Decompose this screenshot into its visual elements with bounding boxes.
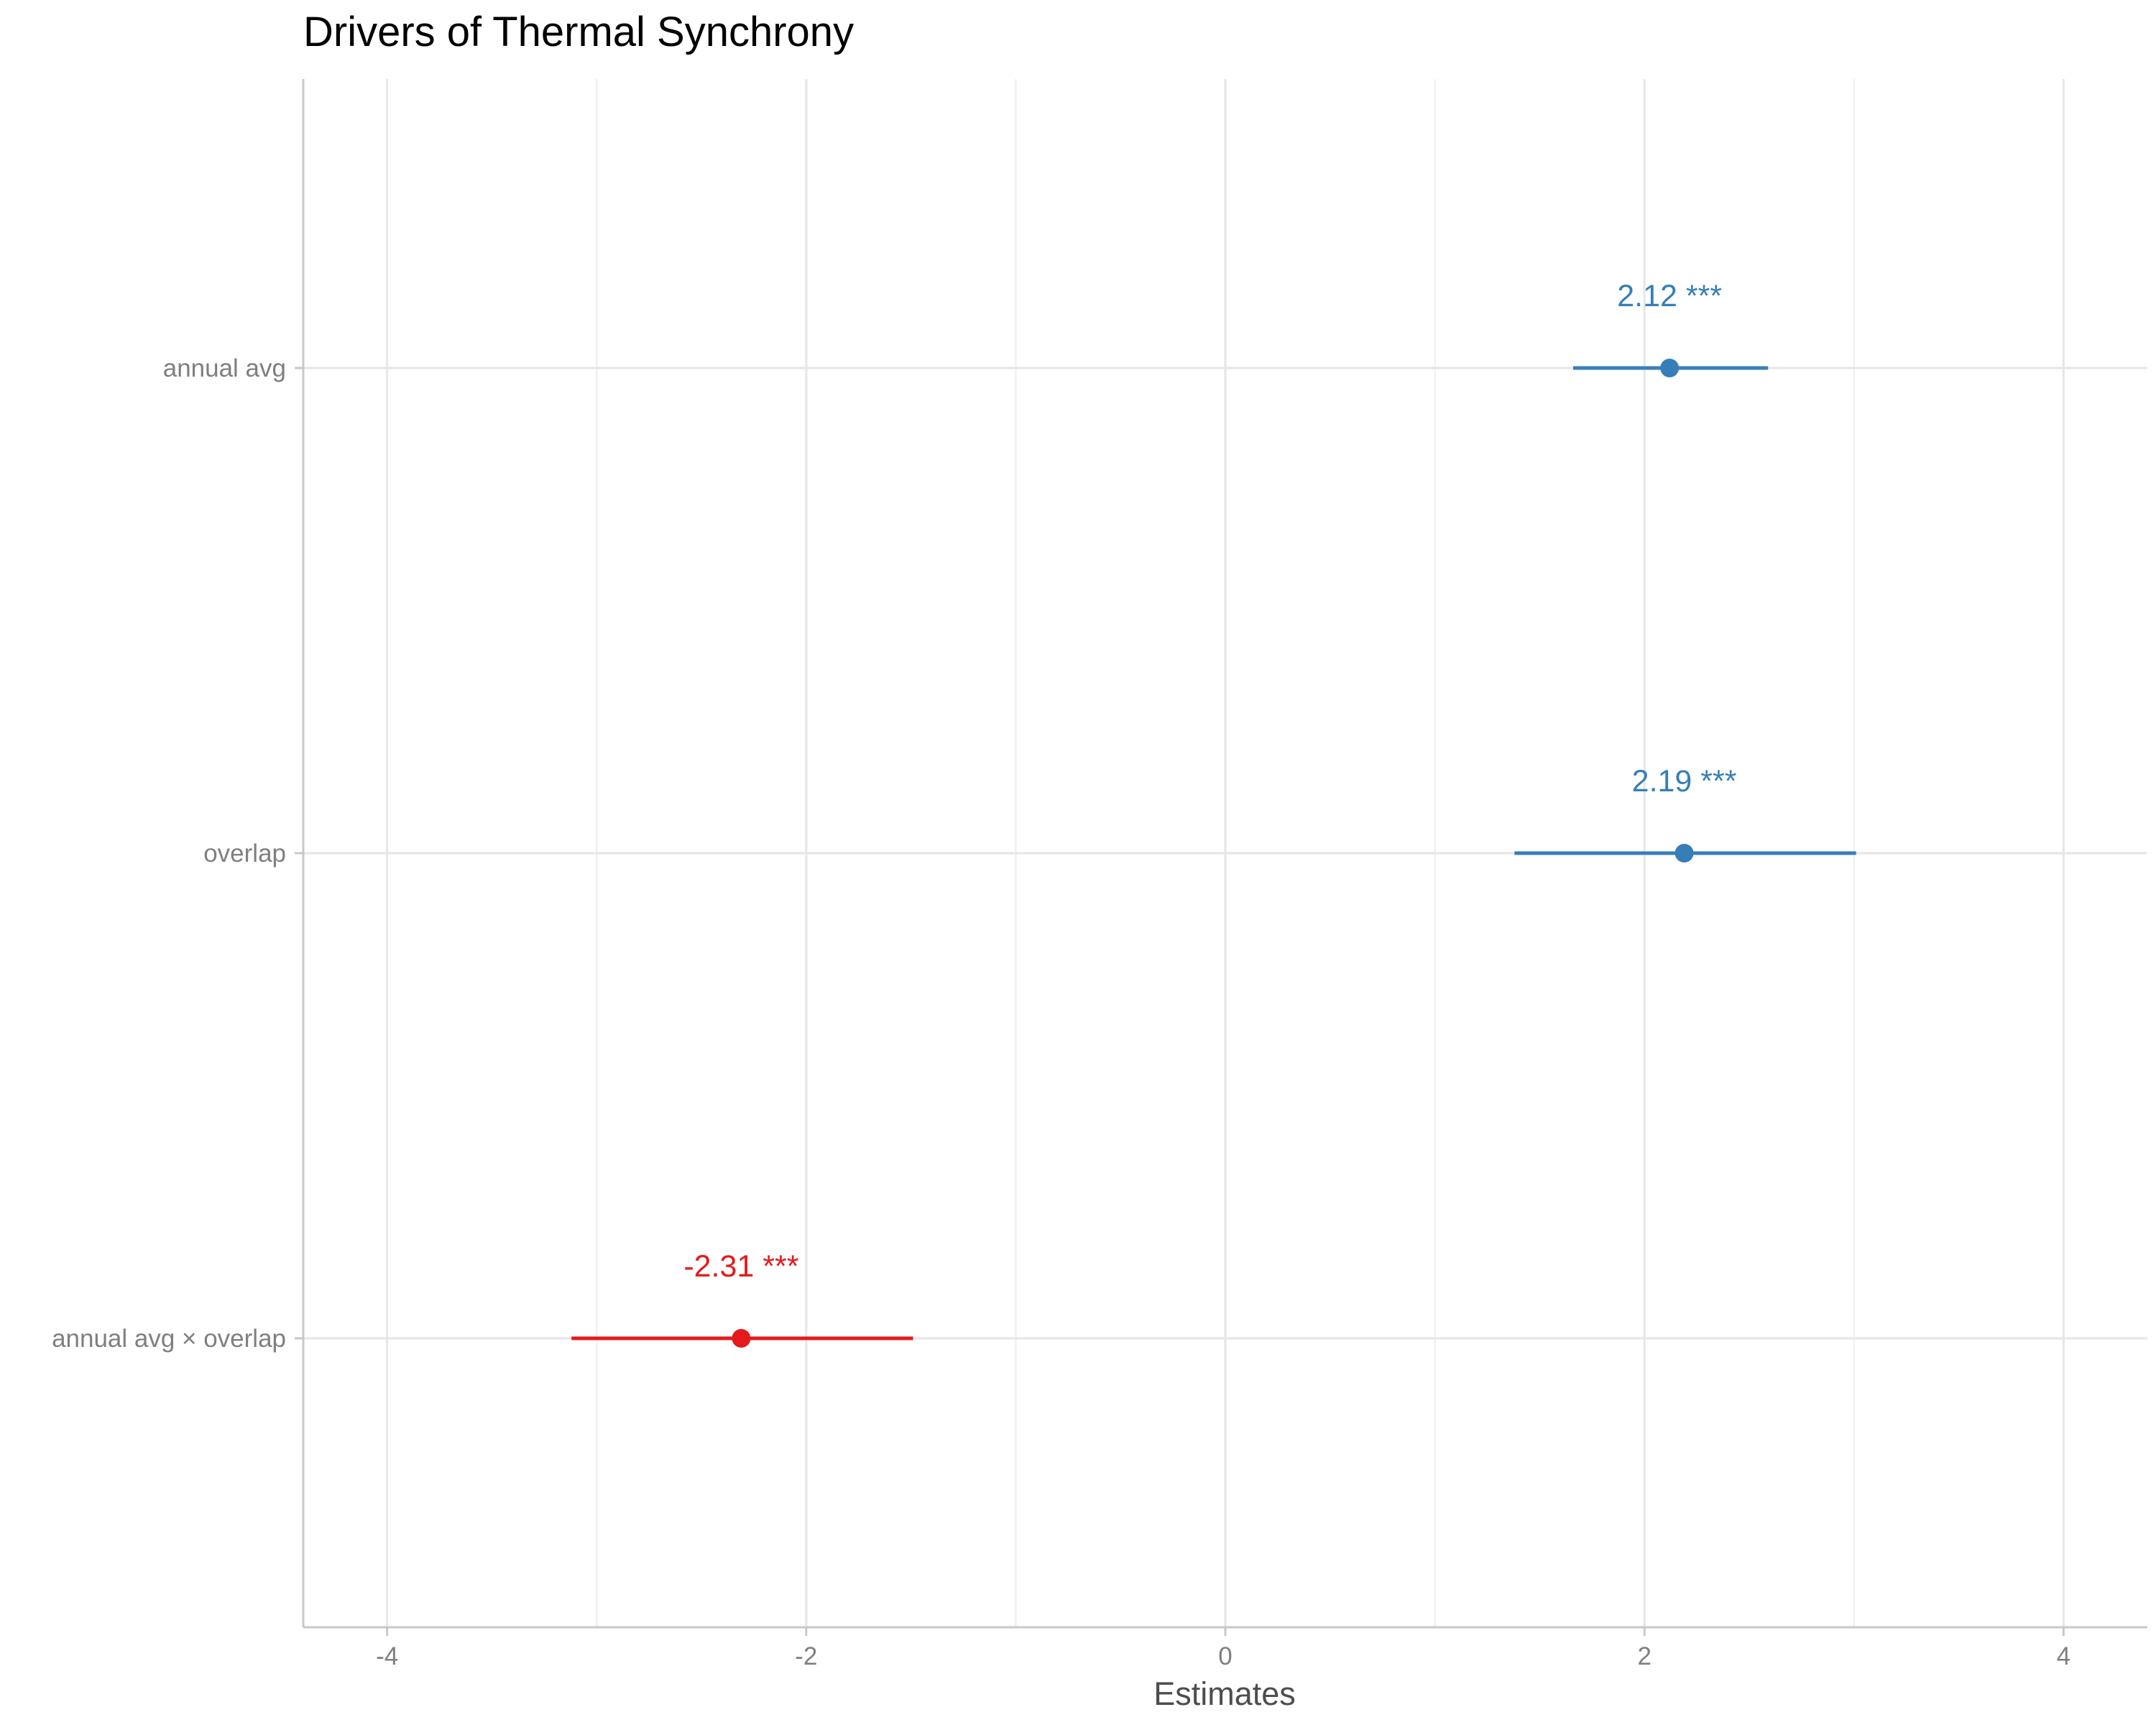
estimate-marks: 2.12 *** 2.19 *** -2.31 *** [571,279,1856,1348]
major-gridlines [303,79,2147,1627]
x-tick-label: -2 [795,1642,817,1670]
estimate-point [732,1329,751,1348]
estimate-value-label: 2.12 *** [1617,279,1722,313]
y-tick-label: annual avg [163,354,286,382]
y-tick-label: overlap [203,840,286,868]
estimate-value-label: -2.31 *** [683,1249,798,1284]
estimate-value-label: 2.19 *** [1632,764,1737,799]
estimate-point [1660,359,1680,377]
x-tick-label: -4 [376,1642,398,1670]
y-tick-label: annual avg × overlap [52,1325,286,1353]
y-axis-ticks: annual avg overlap annual avg × overlap [52,354,303,1353]
x-axis-ticks: -4 -2 0 2 4 [376,1627,2070,1670]
x-tick-label: 0 [1218,1642,1232,1670]
x-tick-label: 2 [1637,1642,1651,1670]
chart-title: Drivers of Thermal Synchrony [303,9,854,55]
x-axis-label: Estimates [1153,1675,1296,1712]
estimate-point [1674,844,1694,862]
x-tick-label: 4 [2057,1642,2070,1670]
